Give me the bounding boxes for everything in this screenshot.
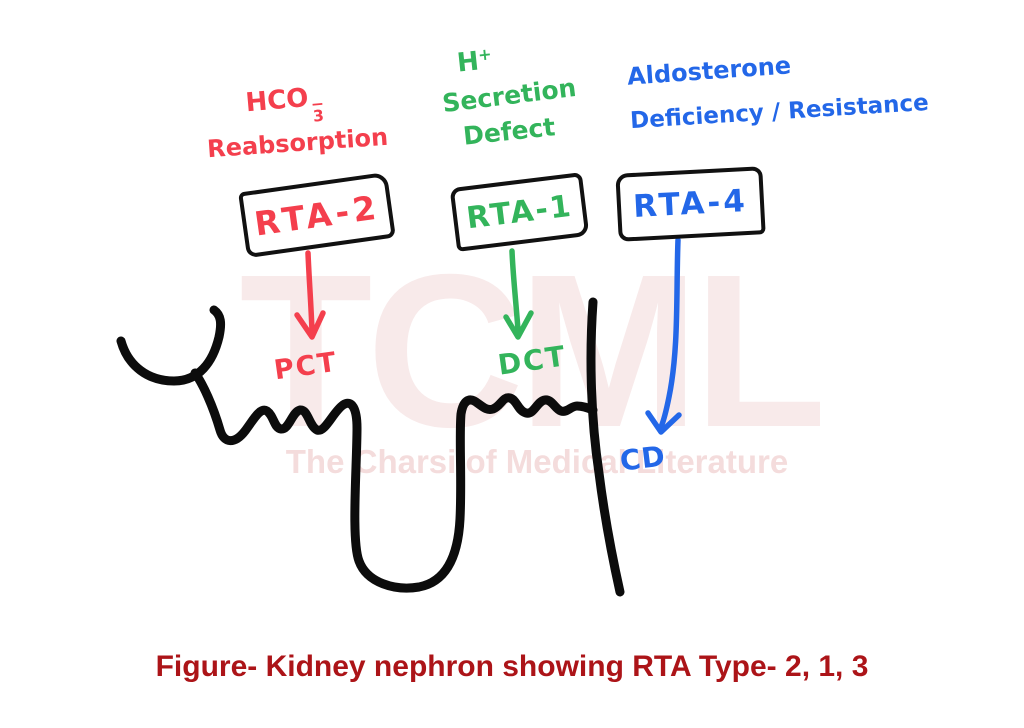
rta1-arrowhead-icon [503,310,534,340]
rta4-box-label: RTA-4 [632,183,749,225]
formula-subscript: 3 [312,106,325,126]
rta2-arrowhead-icon [294,310,326,340]
rta4-arrowhead-icon [645,410,682,435]
collecting-duct-line [586,297,625,597]
rta4-box: RTA-4 [615,166,766,242]
rta2-arrow-shaft [305,250,315,334]
rta1-cause-formula: H+ [455,44,493,79]
watermark-logo: TCML [239,230,826,473]
figure-caption: Figure- Kidney nephron showing RTA Type-… [155,650,869,683]
rta4-arrow-shaft [658,237,681,430]
nephron-tubule-outline [190,368,598,593]
rta2-cause-formula: HCO −3 [244,82,325,126]
rta2-box-label: RTA-2 [251,186,383,244]
bowmans-capsule-outline [116,305,226,386]
rta4-arrow [645,237,682,435]
cd-label: CD [618,439,668,478]
rta1-arrow [503,248,534,340]
rta1-arrow-shaft [509,248,521,333]
formula-superscript: + [477,44,493,65]
watermark-tagline: The Charsi of Medical Literature [285,443,789,480]
rta1-box-label: RTA-1 [464,188,575,236]
rta2-arrow [294,250,326,340]
